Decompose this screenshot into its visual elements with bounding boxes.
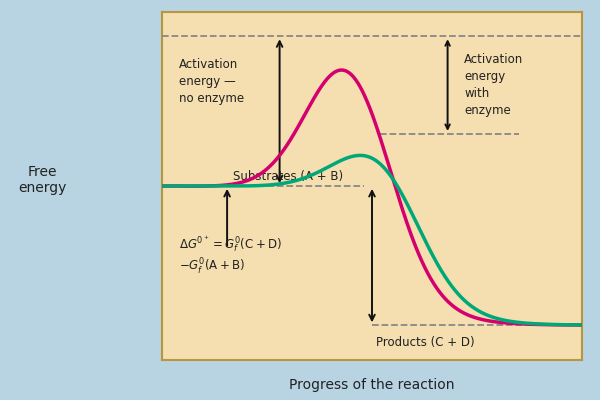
Text: Activation
energy —
no enzyme: Activation energy — no enzyme <box>179 58 244 105</box>
Text: Products (C + D): Products (C + D) <box>376 336 475 349</box>
Text: Substrates (A + B): Substrates (A + B) <box>233 170 344 182</box>
Text: $\Delta G^{0^+} = G^0_f\mathrm{(C + D)}$
$- G^0_f\mathrm{(A + B)}$: $\Delta G^{0^+} = G^0_f\mathrm{(C + D)}$… <box>179 234 281 277</box>
Text: Free
energy: Free energy <box>18 165 66 195</box>
Text: Progress of the reaction: Progress of the reaction <box>289 378 455 392</box>
Text: Activation
energy
with
enzyme: Activation energy with enzyme <box>464 53 524 117</box>
